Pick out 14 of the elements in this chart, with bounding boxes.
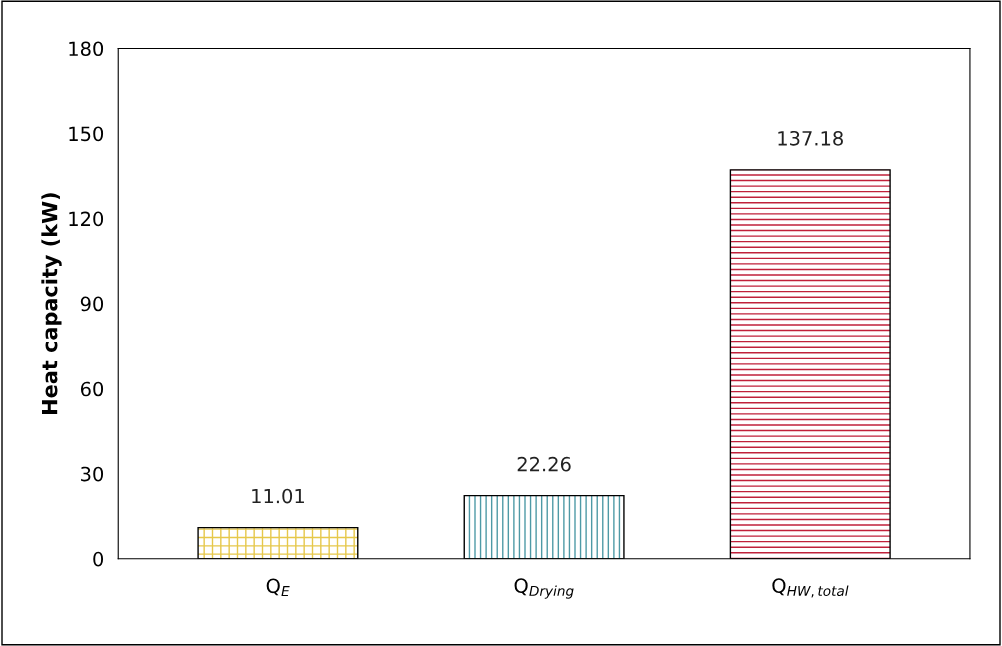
data-label: 137.18 [778,130,843,146]
y-tick-label: 120 [69,211,104,227]
y-tick-label: 90 [80,296,104,312]
x-tick-label: Q$_{Drying}$ [514,578,574,599]
y-tick-label: 150 [69,126,104,142]
x-tick-label: Q$_{E}$ [266,578,290,597]
y-tick-label: 30 [81,466,104,482]
y-tick-label: 60 [80,381,104,397]
x-tick-label: Q$_{HW,total}$ [772,578,849,598]
y-tick-label: 0 [93,551,104,567]
data-label: 11.01 [252,488,304,504]
y-axis-title: Heat capacity (kW) [41,193,62,414]
data-label: 22.26 [517,456,571,472]
y-tick-label: 180 [69,41,104,57]
